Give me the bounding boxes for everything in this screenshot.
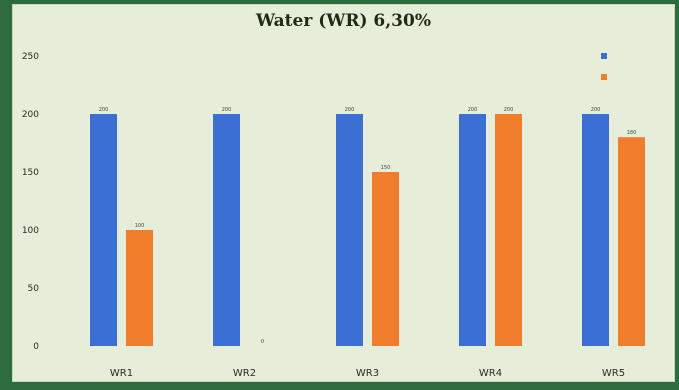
data-label: 200	[99, 107, 109, 113]
bar-wr3-series-2	[372, 172, 399, 346]
y-tick-label: 200	[22, 110, 39, 120]
bar-wr5-series-1	[582, 114, 609, 346]
y-tick-label: 250	[22, 52, 39, 62]
x-tick-label: WR4	[479, 368, 502, 379]
y-tick-label: 0	[33, 342, 39, 352]
data-label: 200	[591, 107, 601, 113]
data-label: 0	[261, 339, 264, 345]
bar-wr1-series-2	[126, 230, 153, 346]
y-tick-label: 50	[28, 284, 40, 294]
bar-wr1-series-1	[90, 114, 117, 346]
x-tick-label: WR3	[356, 368, 379, 379]
data-label: 200	[222, 107, 232, 113]
data-label: 200	[504, 107, 514, 113]
chart-frame: Water (WR) 6,30% 0 50 100 150 200 250 200 100 WR…	[12, 4, 675, 382]
x-tick-label: WR5	[602, 368, 625, 379]
data-label: 100	[135, 223, 145, 229]
bar-chart: 0 50 100 150 200 250 200 100 WR1 200 0 WR2 200 150 WR3…	[22, 52, 645, 379]
bar-wr4-series-2	[495, 114, 522, 346]
x-tick-label: WR1	[110, 368, 133, 379]
data-label: 150	[381, 165, 391, 171]
bar-wr5-series-2	[618, 137, 645, 346]
data-label: 200	[345, 107, 355, 113]
legend-swatch-series-2	[601, 74, 607, 80]
y-tick-label: 100	[22, 226, 39, 236]
legend-swatch-series-1	[601, 53, 607, 59]
bar-wr4-series-1	[459, 114, 486, 346]
x-tick-label: WR2	[233, 368, 256, 379]
bar-wr3-series-1	[336, 114, 363, 346]
chart-title: Water (WR) 6,30%	[256, 11, 431, 31]
bar-wr2-series-1	[213, 114, 240, 346]
data-label: 180	[627, 130, 637, 136]
y-tick-label: 150	[22, 168, 39, 178]
data-label: 200	[468, 107, 478, 113]
